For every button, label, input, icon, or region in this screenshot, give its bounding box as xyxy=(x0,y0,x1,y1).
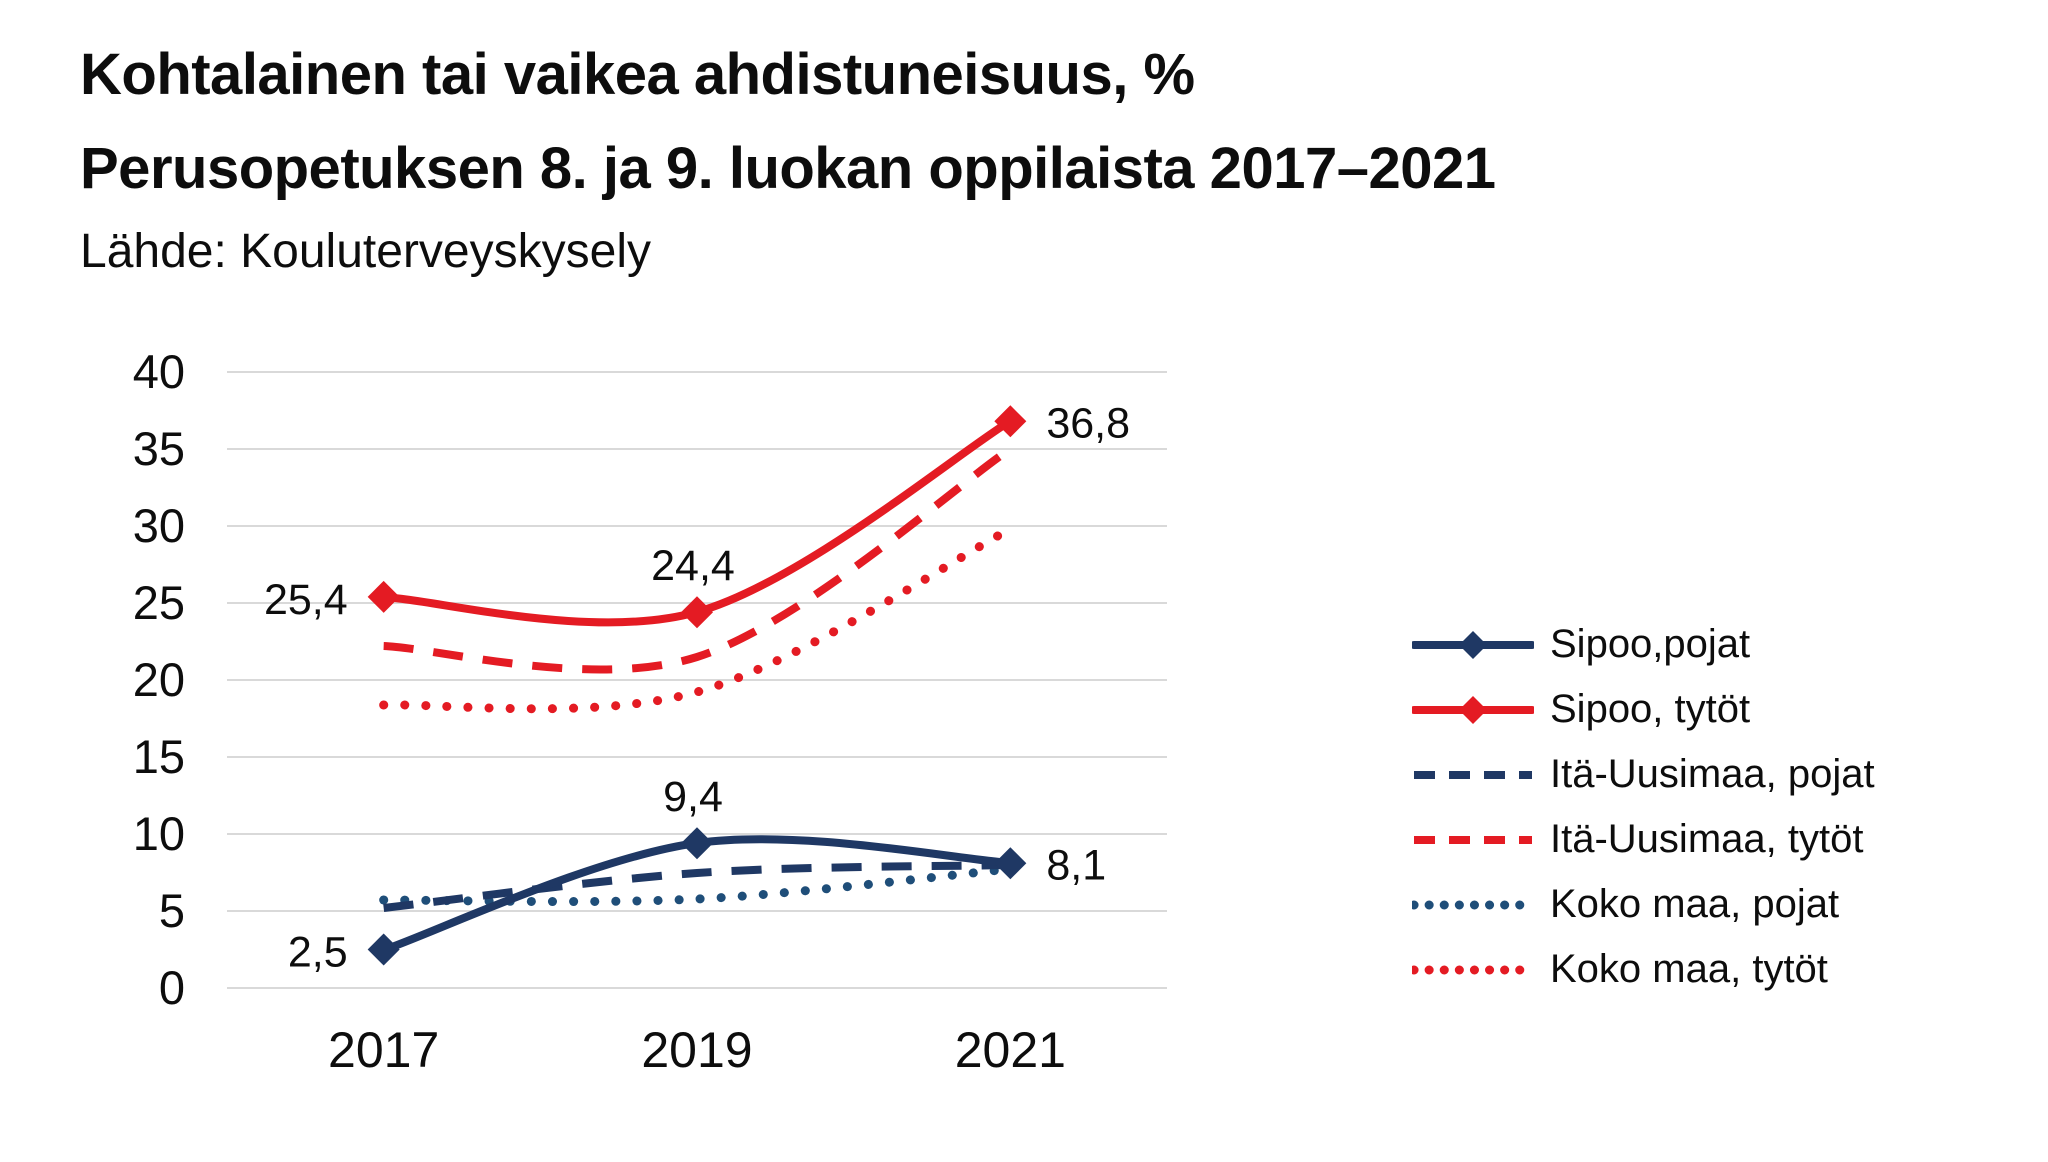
data-label-sipoo-tyt-t-2019: 24,4 xyxy=(651,542,735,590)
marker-sipoo-tyt-t-2017 xyxy=(367,580,400,613)
legend-diamond-marker xyxy=(1459,630,1487,659)
data-label-sipoo-tyt-t-2017: 25,4 xyxy=(264,576,348,624)
y-axis-tick-label: 25 xyxy=(133,576,185,629)
chart-title-line2: Perusopetuksen 8. ja 9. luokan oppilaist… xyxy=(80,136,1496,201)
legend-line-sample-solid xyxy=(1412,695,1534,724)
legend-item-koko-maa-pojat: Koko maa, pojat xyxy=(1412,872,1875,937)
legend-label: Koko maa, pojat xyxy=(1550,882,1840,926)
x-axis-tick-label: 2019 xyxy=(641,1022,752,1078)
y-axis-tick-label: 40 xyxy=(133,345,185,398)
legend-label: Itä-Uusimaa, pojat xyxy=(1550,752,1875,796)
y-axis-tick-label: 5 xyxy=(159,884,185,937)
legend-label: Itä-Uusimaa, tytöt xyxy=(1550,817,1864,861)
y-axis-tick-label: 10 xyxy=(133,807,185,860)
legend-item-koko-maa-tyt-t: Koko maa, tytöt xyxy=(1412,937,1875,1002)
data-label-sipoo-pojat-2021: 8,1 xyxy=(1046,841,1106,889)
legend-line-sample-dashed xyxy=(1414,835,1532,844)
legend-item-it-uusimaa-pojat: Itä-Uusimaa, pojat xyxy=(1412,742,1875,807)
legend-label: Koko maa, tytöt xyxy=(1550,947,1828,991)
chart-title: Kohtalainen tai vaikea ahdistuneisuus, %… xyxy=(80,28,1496,216)
legend-diamond-marker xyxy=(1459,695,1487,724)
marker-sipoo-pojat-2019 xyxy=(681,827,713,860)
x-axis-tick-label: 2021 xyxy=(955,1022,1066,1078)
data-label-sipoo-pojat-2019: 9,4 xyxy=(663,773,723,821)
legend-item-sipoo-pojat: Sipoo,pojat xyxy=(1412,612,1875,677)
marker-sipoo-pojat-2021 xyxy=(994,847,1027,880)
chart-title-line1: Kohtalainen tai vaikea ahdistuneisuus, % xyxy=(80,42,1195,107)
marker-sipoo-pojat-2017 xyxy=(367,933,400,966)
data-label-sipoo-pojat-2017: 2,5 xyxy=(288,929,348,977)
legend-line-sample-solid xyxy=(1412,630,1534,659)
chart-header: Kohtalainen tai vaikea ahdistuneisuus, %… xyxy=(80,28,1496,282)
legend-line-sample-dotted xyxy=(1412,900,1534,909)
y-axis-tick-label: 0 xyxy=(159,961,185,1014)
series-line-it-uusimaa-pojat xyxy=(383,861,1011,912)
y-axis-tick-label: 30 xyxy=(133,499,185,552)
chart-source: Lähde: Kouluterveyskysely xyxy=(80,225,651,278)
legend-label: Sipoo, tytöt xyxy=(1550,687,1751,731)
y-axis-tick-label: 20 xyxy=(133,653,185,706)
legend-line-sample-dotted xyxy=(1412,965,1534,974)
y-axis-tick-label: 35 xyxy=(133,422,185,475)
series-line-koko-maa-tyt-t xyxy=(379,524,1015,714)
legend-item-sipoo-tyt-t: Sipoo, tytöt xyxy=(1412,677,1875,742)
chart-legend: Sipoo,pojat Sipoo, tytöt Itä-Uusimaa, poja… xyxy=(1412,612,1875,1002)
x-axis-tick-label: 2017 xyxy=(328,1022,439,1078)
legend-line-sample-dashed xyxy=(1414,770,1532,779)
series-line-koko-maa-pojat xyxy=(379,864,1015,907)
legend-item-it-uusimaa-tyt-t: Itä-Uusimaa, tytöt xyxy=(1412,807,1875,872)
marker-sipoo-tyt-t-2021 xyxy=(994,405,1027,438)
legend-label: Sipoo,pojat xyxy=(1550,622,1751,666)
series-line-it-uusimaa-tyt-t xyxy=(383,445,1013,674)
marker-sipoo-tyt-t-2019 xyxy=(681,596,713,629)
data-label-sipoo-tyt-t-2021: 36,8 xyxy=(1046,399,1130,447)
y-axis-tick-label: 15 xyxy=(133,730,185,783)
